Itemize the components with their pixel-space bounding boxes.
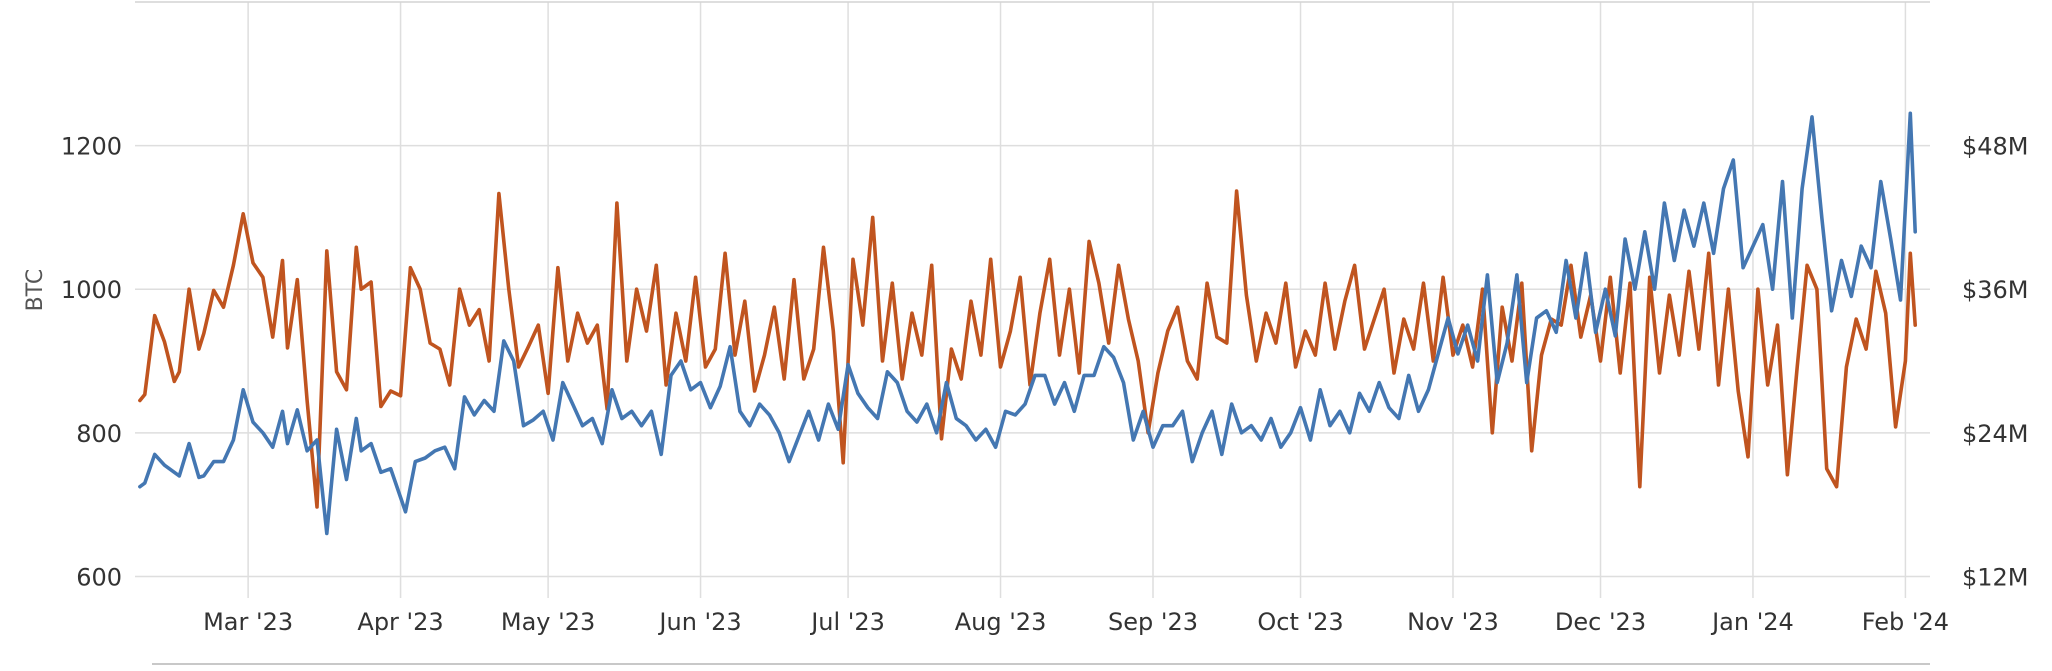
x-axis: Mar '23 Apr '23 May '23 Jun '23 Jul '23 Aug '… <box>203 608 1949 636</box>
series-line-right-axis <box>138 189 1917 509</box>
x-tick-label: Nov '23 <box>1407 608 1499 636</box>
x-tick-label: Feb '24 <box>1862 608 1949 636</box>
x-tick-label: Mar '23 <box>203 608 293 636</box>
x-tick-label: Dec '23 <box>1555 608 1646 636</box>
left-y-tick-label: 800 <box>76 420 122 448</box>
left-y-tick-label: 600 <box>76 563 122 591</box>
right-y-tick-label: $36M <box>1962 276 2029 304</box>
x-tick-label: Aug '23 <box>955 608 1047 636</box>
x-tick-label: Jul '23 <box>809 608 885 636</box>
x-tick-label: Oct '23 <box>1257 608 1343 636</box>
left-y-tick-label: 1200 <box>61 133 122 161</box>
x-tick-label: May '23 <box>501 608 595 636</box>
x-tick-label: Sep '23 <box>1108 608 1198 636</box>
x-tick-label: Jun '23 <box>657 608 741 636</box>
left-axis-title: BTC <box>23 269 48 312</box>
series-lines <box>138 111 1917 536</box>
right-y-tick-label: $24M <box>1962 420 2029 448</box>
series-line-left-axis <box>138 111 1917 536</box>
left-y-tick-label: 1000 <box>61 276 122 304</box>
x-tick-label: Jan '24 <box>1710 608 1794 636</box>
right-y-axis: $12M $24M $36M $48M <box>1962 133 2029 592</box>
right-y-tick-label: $48M <box>1962 133 2029 161</box>
right-y-tick-label: $12M <box>1962 563 2029 591</box>
left-y-axis: 600 800 1000 1200 <box>61 133 122 592</box>
x-tick-label: Apr '23 <box>357 608 443 636</box>
gridlines <box>135 2 1930 598</box>
